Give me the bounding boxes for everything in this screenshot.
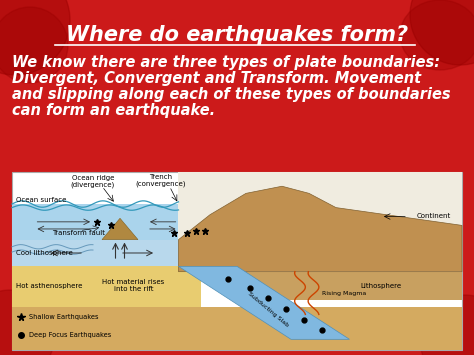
Polygon shape — [246, 272, 462, 300]
Text: Rising Magma: Rising Magma — [322, 290, 367, 296]
Polygon shape — [12, 204, 179, 240]
FancyBboxPatch shape — [12, 172, 462, 350]
Text: Lithosphere: Lithosphere — [360, 283, 401, 289]
Text: Shallow Earthquakes: Shallow Earthquakes — [29, 314, 99, 320]
Ellipse shape — [400, 0, 474, 70]
Ellipse shape — [0, 290, 55, 355]
Text: Deep Focus Earthquakes: Deep Focus Earthquakes — [29, 332, 111, 338]
Polygon shape — [179, 266, 349, 339]
Ellipse shape — [420, 295, 474, 355]
Text: Continent: Continent — [417, 213, 451, 219]
Text: Transform fault: Transform fault — [53, 230, 106, 235]
Ellipse shape — [0, 0, 70, 75]
Text: Subducting Slab: Subducting Slab — [247, 291, 290, 327]
Text: Ocean ridge
(divergence): Ocean ridge (divergence) — [71, 175, 115, 188]
Text: Hot material rises
into the rift: Hot material rises into the rift — [102, 279, 164, 293]
Polygon shape — [12, 266, 201, 307]
Text: Ocean surface: Ocean surface — [17, 197, 67, 203]
Text: and slipping along each of these types of boundaries: and slipping along each of these types o… — [12, 87, 451, 102]
Polygon shape — [102, 218, 138, 240]
Polygon shape — [12, 240, 201, 266]
Text: can form an earthquake.: can form an earthquake. — [12, 103, 215, 118]
Text: Cool lithosphere: Cool lithosphere — [17, 250, 73, 256]
Polygon shape — [179, 186, 462, 272]
Text: Hot asthenosphere: Hot asthenosphere — [17, 283, 83, 289]
Text: Where do earthquakes form?: Where do earthquakes form? — [66, 25, 408, 45]
Text: Trench
(convergence): Trench (convergence) — [135, 174, 186, 187]
Polygon shape — [12, 307, 462, 350]
Ellipse shape — [0, 7, 68, 83]
Ellipse shape — [410, 0, 474, 65]
Text: Divergent, Convergent and Transform. Movement: Divergent, Convergent and Transform. Mov… — [12, 71, 421, 86]
Text: We know there are three types of plate boundaries:: We know there are three types of plate b… — [12, 55, 440, 70]
Polygon shape — [179, 172, 462, 261]
